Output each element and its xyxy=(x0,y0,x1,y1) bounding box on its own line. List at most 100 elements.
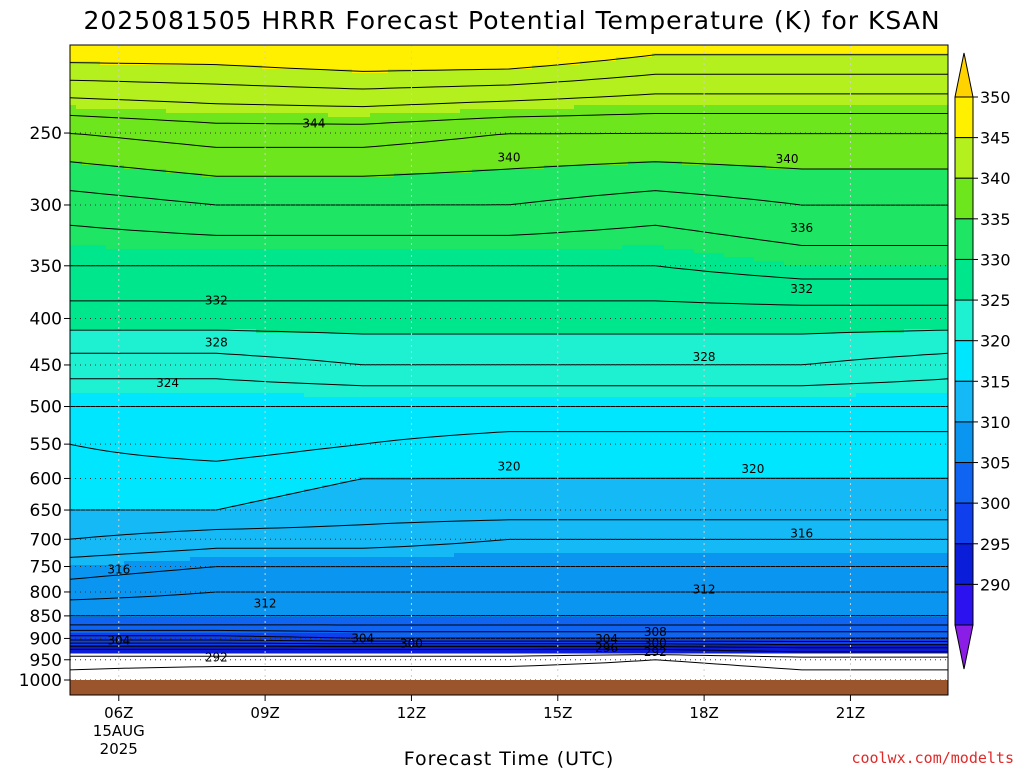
fill-band-cell xyxy=(892,645,899,654)
fill-band-cell xyxy=(94,245,101,330)
fill-band-cell xyxy=(526,477,533,554)
fill-band-cell xyxy=(418,113,425,174)
fill-band-cell xyxy=(256,65,263,114)
fill-band-cell xyxy=(382,249,389,334)
fill-band-cell xyxy=(832,169,839,266)
fill-band-cell xyxy=(430,477,437,558)
y-tick-label: 700 xyxy=(30,530,62,550)
fill-band-cell xyxy=(598,249,605,334)
fill-band-cell xyxy=(478,169,485,250)
fill-band-cell xyxy=(568,477,575,554)
fill-band-cell xyxy=(628,245,635,334)
fill-band-cell xyxy=(802,617,809,638)
fill-band-cell xyxy=(712,645,719,654)
fill-band-cell xyxy=(610,249,617,334)
fill-band-cell xyxy=(646,333,653,398)
fill-band-cell xyxy=(610,397,617,478)
fill-band-cell xyxy=(88,45,95,62)
fill-band-cell xyxy=(154,633,161,646)
fill-band-cell xyxy=(832,645,839,654)
fill-band-cell xyxy=(886,553,893,618)
fill-band-cell xyxy=(682,45,689,54)
fill-band-cell xyxy=(490,169,497,250)
fill-band-cell xyxy=(538,249,545,334)
fill-band-cell xyxy=(454,477,461,554)
fill-band-cell xyxy=(676,249,683,334)
fill-band-cell xyxy=(880,617,887,638)
fill-band-cell xyxy=(358,73,365,118)
fill-band-cell xyxy=(868,645,875,654)
fill-band-cell xyxy=(280,69,287,114)
fill-band-cell xyxy=(172,65,179,114)
fill-band-cell xyxy=(832,105,839,170)
fill-band-cell xyxy=(784,53,791,106)
fill-band-cell xyxy=(442,45,449,70)
fill-band-cell xyxy=(868,553,875,618)
fill-band-cell xyxy=(628,617,635,638)
fill-band-cell xyxy=(436,69,443,114)
fill-band-cell xyxy=(844,45,851,54)
fill-band-cell xyxy=(130,393,137,510)
fill-band-cell xyxy=(436,333,443,398)
fill-band-cell xyxy=(508,553,515,618)
fill-band-cell xyxy=(544,397,551,478)
fill-band-cell xyxy=(592,617,599,638)
fill-band-cell xyxy=(628,45,635,58)
fill-band-cell xyxy=(220,633,227,646)
fill-band-cell xyxy=(256,177,263,250)
fill-band-cell xyxy=(898,53,905,106)
fill-band-cell xyxy=(130,561,137,618)
y-tick-label: 1000 xyxy=(19,671,62,691)
fill-band-cell xyxy=(196,173,203,250)
fill-band-cell xyxy=(88,61,95,110)
fill-band-cell xyxy=(682,645,689,654)
fill-band-cell xyxy=(820,645,827,654)
contour-line-340 xyxy=(70,161,948,177)
fill-band-cell xyxy=(748,165,755,258)
contour-line-296 xyxy=(70,648,948,653)
fill-band-cell xyxy=(742,645,749,654)
fill-band-cell xyxy=(730,53,737,106)
fill-band-cell xyxy=(550,617,557,638)
fill-band-cell xyxy=(466,109,473,174)
fill-band-cell xyxy=(256,249,263,334)
fill-band-cell xyxy=(892,617,899,638)
fill-band-cell xyxy=(400,557,407,618)
fill-band-cell xyxy=(148,45,155,66)
fill-band-cell xyxy=(766,333,773,398)
fill-band-cell xyxy=(910,169,917,266)
fill-band-cell xyxy=(946,53,948,106)
contour-line-306 xyxy=(70,629,948,633)
fill-band-cell xyxy=(742,553,749,618)
fill-band-cell xyxy=(736,397,743,478)
fill-band-cell xyxy=(592,397,599,478)
fill-band-cell xyxy=(346,249,353,334)
fill-band-cell xyxy=(154,509,161,562)
fill-band-cell xyxy=(88,565,95,618)
fill-band-cell xyxy=(874,477,881,554)
fill-band-cell xyxy=(382,397,389,478)
fill-band-cell xyxy=(766,169,773,262)
fill-band-cell xyxy=(700,645,707,654)
fill-band-cell xyxy=(646,245,653,334)
fill-band-cell xyxy=(658,53,665,106)
fill-band-cell xyxy=(730,165,737,258)
fill-band-cell xyxy=(496,169,503,250)
fill-band-cell xyxy=(598,617,605,638)
fill-band-cell xyxy=(838,105,845,170)
fill-band-cell xyxy=(496,553,503,618)
fill-band-cell xyxy=(946,105,948,170)
y-tick-label: 400 xyxy=(30,309,62,329)
fill-band-cell xyxy=(136,169,143,250)
fill-band-cell xyxy=(844,105,851,170)
fill-band-cell xyxy=(454,397,461,478)
fill-band-cell xyxy=(238,113,245,178)
fill-band-cell xyxy=(862,617,869,638)
fill-band-cell xyxy=(202,557,209,618)
fill-band-cell xyxy=(790,645,797,654)
fill-band-cell xyxy=(898,169,905,266)
fill-band-cell xyxy=(538,169,545,250)
fill-band-cell xyxy=(250,249,257,330)
fill-band-cell xyxy=(580,105,587,166)
fill-band-cell xyxy=(82,329,89,394)
